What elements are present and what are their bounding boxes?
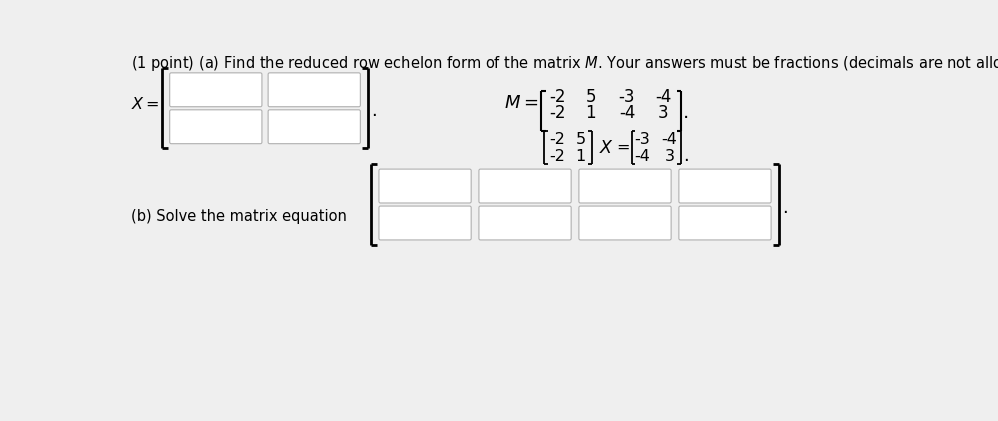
FancyBboxPatch shape [579, 206, 671, 240]
Text: -2: -2 [549, 132, 565, 147]
Text: (1 point) (a) Find the reduced row echelon form of the matrix $\mathit{M}$. Your: (1 point) (a) Find the reduced row echel… [131, 54, 998, 73]
FancyBboxPatch shape [679, 169, 771, 203]
Text: -4: -4 [662, 132, 678, 147]
Text: 5: 5 [576, 132, 586, 147]
Text: 1: 1 [585, 104, 596, 122]
Text: -3: -3 [635, 132, 651, 147]
Text: (b) Solve the matrix equation: (b) Solve the matrix equation [131, 209, 347, 224]
FancyBboxPatch shape [379, 169, 471, 203]
Text: 1: 1 [575, 149, 586, 163]
FancyBboxPatch shape [679, 206, 771, 240]
Text: -4: -4 [619, 104, 635, 122]
FancyBboxPatch shape [479, 206, 571, 240]
Text: .: . [782, 199, 787, 216]
Text: $\mathit{M}=$: $\mathit{M}=$ [505, 94, 539, 112]
Text: 3: 3 [665, 149, 675, 163]
Text: -2: -2 [549, 149, 565, 163]
FancyBboxPatch shape [170, 73, 261, 107]
Text: =: = [616, 140, 630, 155]
Text: 3: 3 [658, 104, 669, 122]
FancyBboxPatch shape [268, 110, 360, 144]
Text: .: . [683, 147, 689, 165]
FancyBboxPatch shape [379, 206, 471, 240]
Text: $\mathit{X}=$: $\mathit{X}=$ [131, 96, 160, 112]
Text: -2: -2 [549, 104, 566, 122]
Text: -3: -3 [619, 88, 635, 107]
Text: .: . [683, 104, 689, 123]
FancyBboxPatch shape [268, 73, 360, 107]
Text: $\mathit{X}$: $\mathit{X}$ [599, 139, 614, 157]
FancyBboxPatch shape [170, 110, 261, 144]
FancyBboxPatch shape [579, 169, 671, 203]
Text: -4: -4 [635, 149, 651, 163]
Text: .: . [371, 102, 377, 120]
Text: 5: 5 [585, 88, 596, 107]
Text: -4: -4 [656, 88, 672, 107]
Text: -2: -2 [549, 88, 566, 107]
FancyBboxPatch shape [479, 169, 571, 203]
